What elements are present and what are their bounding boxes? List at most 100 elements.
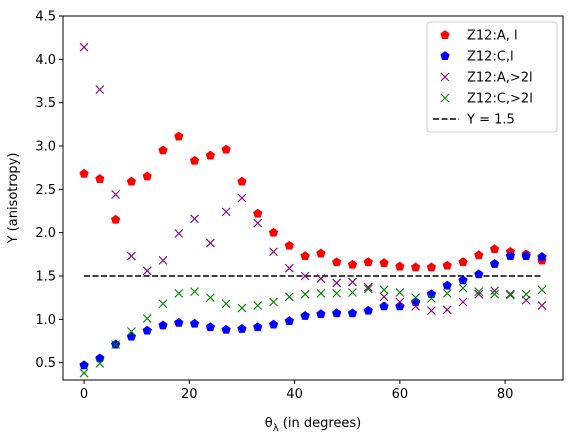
data-point: [537, 285, 547, 295]
data-point: [253, 218, 263, 228]
legend-item: Z12:A,>2l: [440, 71, 533, 86]
data-point: [316, 309, 326, 319]
legend-box: [426, 21, 558, 133]
x-tick-label: 60: [392, 387, 409, 402]
data-point: [284, 263, 294, 273]
series-3: [79, 42, 547, 316]
data-point: [426, 289, 437, 299]
data-point: [95, 174, 105, 183]
data-point: [189, 318, 200, 328]
data-point: [268, 227, 279, 237]
data-point: [174, 131, 184, 141]
data-point: [379, 258, 389, 267]
x-tick-label: 0: [80, 387, 88, 402]
data-point: [379, 301, 389, 311]
data-point: [489, 258, 500, 268]
data-point: [411, 301, 421, 311]
legend-label: Z12:A, l: [467, 29, 518, 44]
data-point: [127, 327, 136, 336]
data-point: [332, 288, 342, 298]
data-point: [142, 266, 152, 276]
data-point: [221, 207, 231, 217]
data-point: [284, 292, 294, 302]
data-point: [442, 305, 452, 315]
x-axis-label-sub: λ: [273, 423, 279, 434]
data-point: [221, 144, 231, 154]
data-point: [316, 274, 326, 283]
data-point: [79, 168, 89, 178]
data-point: [95, 85, 105, 95]
data-point: [332, 257, 342, 267]
data-point: [410, 262, 421, 272]
x-axis-label-rest: (in degrees): [279, 416, 362, 431]
data-point: [395, 301, 405, 311]
y-tick-label: 3.5: [35, 96, 56, 111]
y-tick-label: 2.5: [35, 183, 56, 198]
data-point: [221, 324, 231, 334]
data-point: [521, 289, 531, 299]
data-point: [253, 301, 263, 310]
x-tick-label: 80: [497, 387, 514, 402]
data-point: [237, 193, 247, 203]
data-point: [142, 171, 152, 181]
data-point: [379, 292, 389, 302]
data-point: [158, 299, 168, 309]
y-tick-label: 2.0: [35, 226, 56, 241]
data-point: [269, 247, 278, 257]
data-point: [174, 229, 184, 238]
data-point: [111, 190, 121, 199]
data-point: [474, 269, 484, 279]
data-point: [363, 305, 373, 315]
data-point: [347, 259, 358, 269]
x-tick-label: 20: [181, 387, 198, 402]
data-point: [363, 257, 373, 267]
series-4: [79, 283, 547, 378]
data-point: [395, 261, 405, 271]
data-point: [237, 303, 247, 313]
data-point: [458, 283, 468, 293]
data-point: [490, 289, 499, 299]
data-point: [442, 260, 452, 270]
legend-marker: [440, 30, 450, 39]
data-point: [474, 289, 484, 299]
data-point: [79, 360, 89, 370]
chart-marks: [79, 42, 547, 378]
data-point: [505, 251, 516, 261]
data-point: [158, 256, 168, 265]
data-point: [458, 297, 468, 307]
y-tick-label: 0.5: [35, 356, 56, 371]
y-tick-label: 1.0: [35, 313, 56, 328]
data-point: [395, 297, 405, 307]
data-point: [442, 280, 452, 290]
data-point: [95, 353, 105, 363]
data-point: [79, 368, 89, 378]
legend-label: Z12:C,>2l: [467, 92, 533, 107]
x-axis-label: θλ (in degrees): [265, 416, 361, 434]
data-point: [205, 293, 215, 303]
legend-label: Z12:A,>2l: [467, 71, 533, 86]
data-point: [363, 284, 373, 294]
data-point: [427, 294, 436, 303]
legend-marker: [440, 93, 450, 103]
data-point: [190, 287, 199, 296]
data-point: [189, 155, 200, 165]
data-point: [458, 257, 468, 267]
data-point: [127, 251, 136, 261]
data-point: [95, 359, 105, 368]
y-tick-label: 3.0: [35, 140, 56, 155]
x-tick-label: 40: [286, 387, 303, 402]
data-point: [284, 316, 294, 326]
y-axis: 0.5 1.0 1.5 2.0 2.5 3.0 3.5 4.0 4.5: [35, 10, 63, 371]
x-axis-label-main: θ: [265, 416, 273, 431]
y-tick-label: 1.5: [35, 270, 56, 285]
legend-item: Z12:C,>2l: [440, 92, 533, 107]
data-point: [205, 238, 215, 248]
data-point: [110, 214, 121, 224]
data-point: [174, 317, 184, 327]
data-point: [426, 262, 437, 272]
data-point: [205, 150, 216, 160]
plot-frame: [62, 15, 564, 381]
data-point: [348, 277, 357, 287]
data-point: [395, 288, 405, 297]
